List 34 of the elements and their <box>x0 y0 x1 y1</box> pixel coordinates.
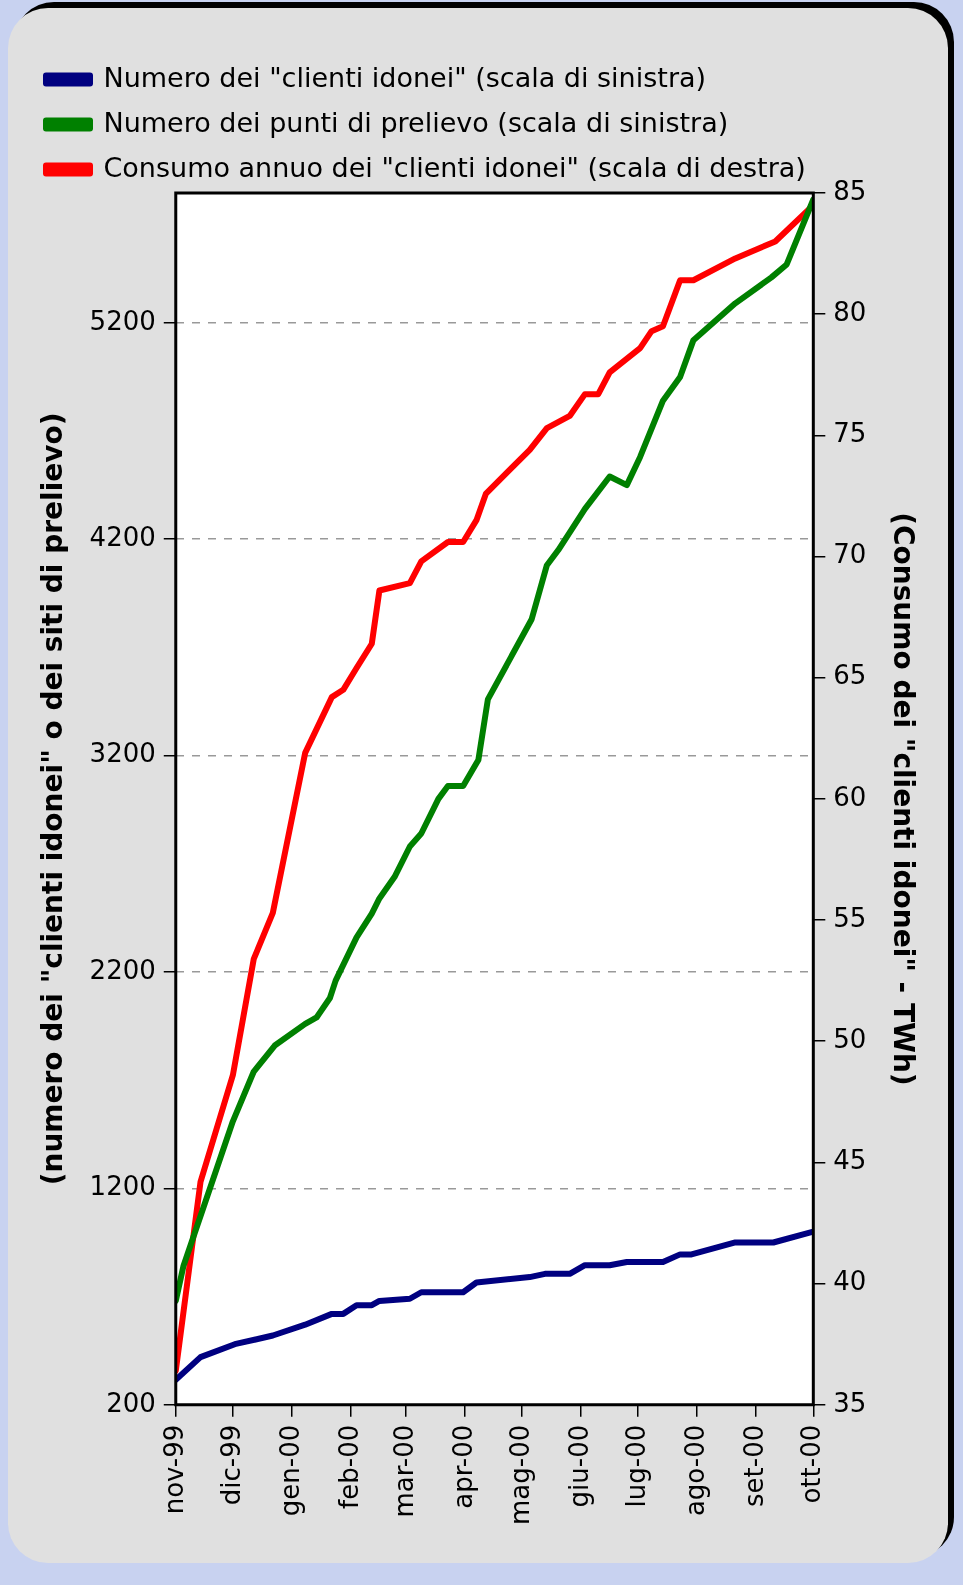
x-tick-label: lug-00 <box>620 1424 651 1508</box>
y2-tick-label: 85 <box>833 175 867 206</box>
x-tick-label: ago-00 <box>679 1424 710 1517</box>
x-tick-label: gen-00 <box>274 1424 305 1517</box>
y2-tick-label: 55 <box>833 902 867 933</box>
x-tick-label: ott-00 <box>796 1424 827 1504</box>
x-tick-label: set-00 <box>738 1424 769 1507</box>
x-tick-label: giu-00 <box>563 1424 594 1508</box>
x-tick-label: nov-99 <box>158 1424 189 1515</box>
x-tick-label: mar-00 <box>388 1424 419 1518</box>
x-tick-label: apr-00 <box>447 1424 478 1509</box>
x-tick-label: mag-00 <box>504 1424 535 1525</box>
y2-tick-label: 75 <box>833 418 867 449</box>
y2-tick-label: 40 <box>833 1266 867 1297</box>
legend-label: Consumo annuo dei "clienti idonei" (scala di destra) <box>103 151 806 183</box>
y-tick-label: 2200 <box>89 954 156 985</box>
x-tick-label: dic-99 <box>215 1424 246 1506</box>
y2-tick-label: 35 <box>833 1387 867 1418</box>
y2-tick-label: 50 <box>833 1023 867 1054</box>
y-tick-label: 3200 <box>89 738 156 769</box>
y-axis-title: (numero dei "clienti idonei" o dei siti di prelievo) <box>36 412 70 1186</box>
y2-tick-label: 45 <box>833 1145 867 1176</box>
y2-axis-title: (Consumo dei "clienti idonei" - TWh) <box>886 512 920 1086</box>
y-tick-label: 1200 <box>89 1171 156 1202</box>
x-tick-label: feb-00 <box>333 1424 364 1509</box>
y2-tick-label: 60 <box>833 781 867 812</box>
legend-label: Numero dei punti di prelievo (scala di sinistra) <box>103 106 729 138</box>
y-tick-label: 200 <box>106 1387 156 1418</box>
y2-tick-label: 70 <box>833 539 867 570</box>
legend-label: Numero dei "clienti idonei" (scala di sinistra) <box>103 61 707 93</box>
y2-tick-label: 80 <box>833 296 867 327</box>
y-tick-label: 4200 <box>89 521 156 552</box>
y2-tick-label: 65 <box>833 660 867 691</box>
y-tick-label: 5200 <box>89 305 156 336</box>
